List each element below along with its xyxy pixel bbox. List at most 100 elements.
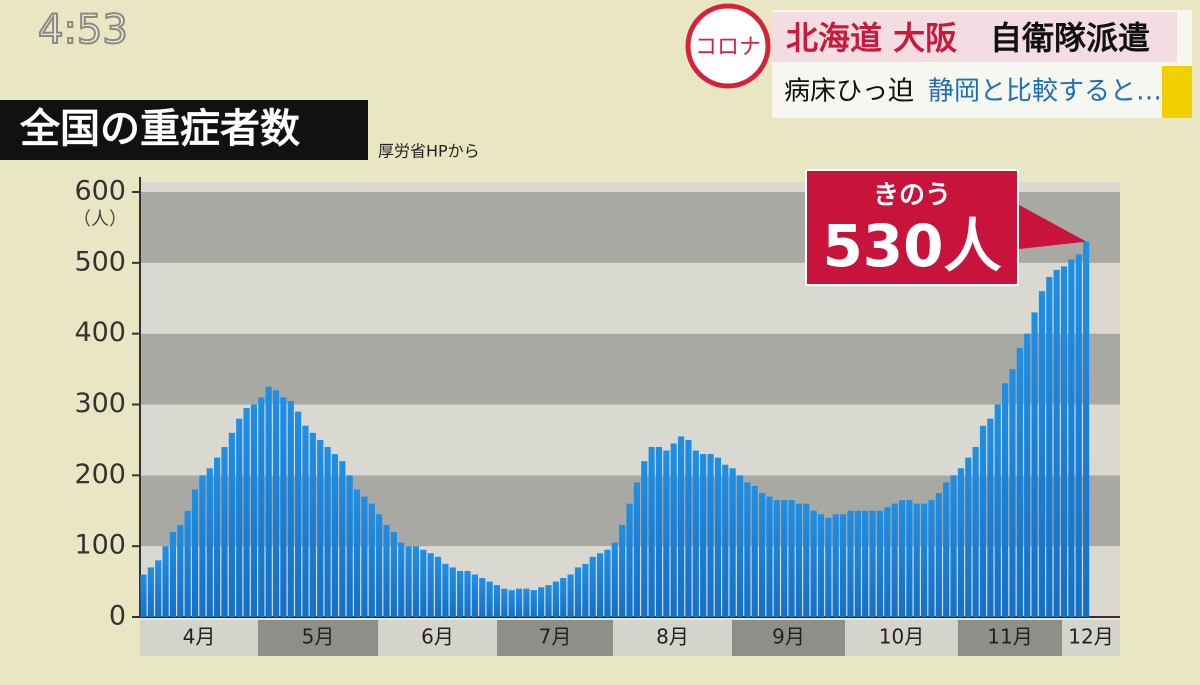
y-tick-label: 300: [74, 388, 126, 419]
callout-pointer: [1010, 200, 1087, 250]
bar: [825, 517, 832, 617]
bar: [236, 418, 243, 617]
bar: [847, 510, 854, 617]
bar: [155, 560, 162, 617]
callout-label: きのう: [873, 181, 951, 211]
x-tick-label: 12月: [1068, 625, 1113, 649]
bar: [751, 485, 758, 617]
bar: [368, 503, 375, 617]
bar: [773, 500, 780, 617]
bar: [876, 510, 883, 617]
source: 厚労省HPから: [378, 142, 480, 161]
month-band: [378, 620, 497, 656]
bar: [707, 454, 714, 617]
bar: [206, 468, 213, 617]
bar: [972, 447, 979, 617]
bar: [486, 581, 493, 617]
bar: [921, 503, 928, 617]
bar: [663, 450, 670, 617]
bar: [648, 447, 655, 617]
bar: [361, 496, 368, 617]
bar: [729, 468, 736, 617]
bar: [1068, 259, 1075, 617]
bar: [1024, 333, 1031, 617]
bar: [1075, 254, 1082, 618]
bar: [700, 454, 707, 617]
bar: [655, 447, 663, 617]
bar: [884, 507, 891, 617]
y-tick-label: 200: [74, 459, 126, 490]
bar: [994, 404, 1001, 617]
bar: [420, 549, 427, 617]
x-tick-label: 7月: [539, 625, 572, 649]
stripe: [140, 333, 1120, 405]
bar: [317, 439, 324, 617]
bar: [582, 563, 589, 617]
month-band: [845, 620, 958, 656]
plot-top: [140, 182, 1120, 192]
y-tick-label: 0: [109, 601, 126, 632]
bar: [383, 524, 390, 617]
banner-top: [772, 12, 1177, 62]
bar: [228, 432, 235, 617]
badge-text: コロナ: [695, 35, 761, 60]
bar: [692, 450, 699, 617]
bar: [1053, 269, 1060, 617]
subheadline-blue: 静岡と比較すると…: [928, 77, 1162, 107]
bar: [604, 549, 611, 617]
x-tick-label: 9月: [772, 625, 805, 649]
bar: [722, 464, 729, 617]
bar: [619, 524, 626, 617]
bar: [979, 425, 987, 617]
bar: [339, 461, 346, 617]
bar: [891, 503, 898, 617]
y-tick-label: 400: [74, 317, 126, 348]
bar: [596, 553, 604, 617]
bar: [626, 503, 633, 617]
bar: [928, 500, 935, 617]
bar: [515, 588, 523, 617]
bar: [191, 489, 199, 617]
bar: [479, 578, 486, 617]
bar: [714, 457, 721, 617]
bar: [265, 386, 272, 617]
bar: [832, 514, 839, 617]
bar: [501, 588, 508, 617]
bar: [1060, 266, 1068, 617]
bar: [457, 570, 464, 617]
clock: 4:53: [38, 7, 128, 53]
bar: [803, 503, 810, 617]
callout-box: [805, 169, 1019, 286]
bar: [641, 461, 648, 617]
bar: [906, 500, 913, 617]
bar: [147, 567, 154, 617]
y-tick-label: 500: [74, 246, 126, 277]
bar: [685, 439, 692, 617]
bar: [427, 553, 434, 617]
bar: [272, 390, 280, 617]
bar: [1046, 277, 1053, 617]
month-band: [140, 620, 258, 656]
bar: [295, 411, 302, 617]
bar: [862, 510, 869, 617]
bar: [250, 404, 258, 617]
bar: [913, 503, 920, 617]
plot: 0 100 200 300 400 500 600（人） 4月 5月 6月 7月 8月 9月 10月 11月…: [73, 169, 1120, 656]
bar: [405, 546, 412, 617]
bar: [869, 510, 876, 617]
bar: [744, 482, 751, 617]
bar: [611, 542, 618, 617]
chart-title: 全国の重症者数: [19, 106, 300, 152]
bar: [177, 524, 184, 617]
badge: [685, 3, 771, 89]
x-tick-label: 11月: [987, 625, 1032, 649]
bar: [935, 493, 942, 617]
bar: [184, 510, 191, 617]
bar: [810, 510, 817, 617]
month-band: [497, 620, 613, 656]
bar: [677, 436, 685, 617]
bar: [214, 457, 221, 617]
bar: [331, 454, 339, 617]
